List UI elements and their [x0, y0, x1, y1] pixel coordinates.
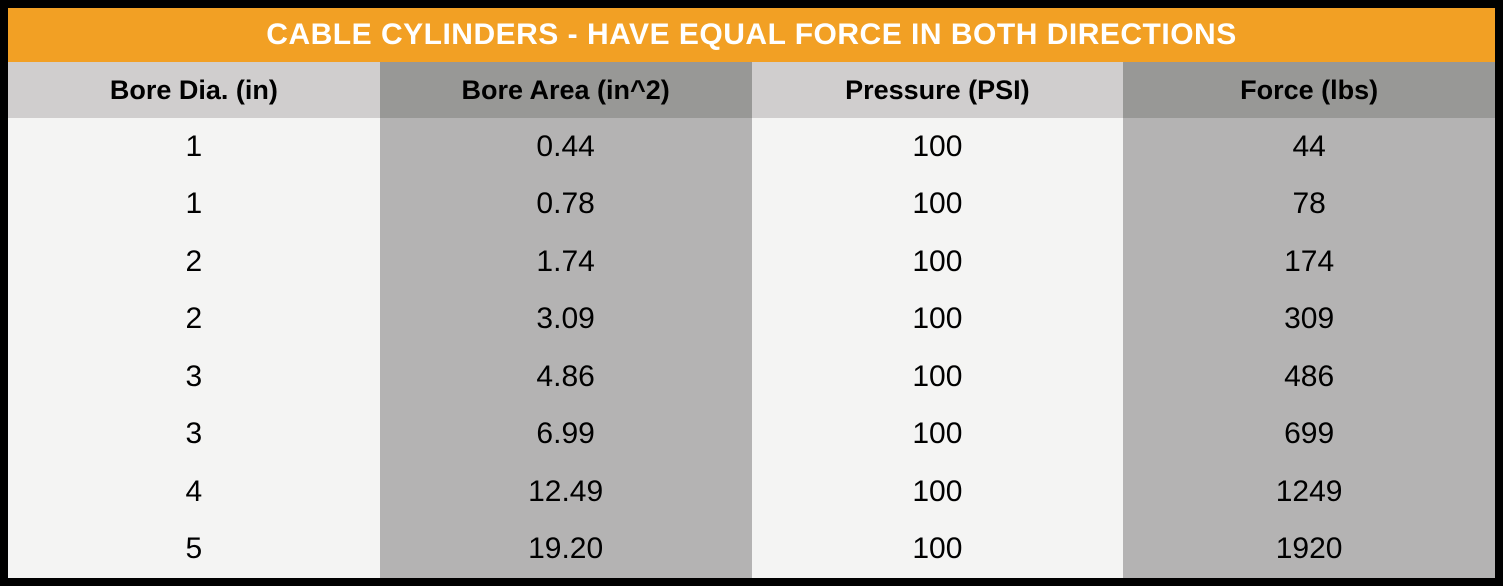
cell-bore-area: 1.74 [379, 233, 752, 291]
cell-bore-area: 6.99 [379, 405, 752, 463]
cell-force: 309 [1123, 290, 1495, 348]
data-table: Bore Dia. (in) Bore Area (in^2) Pressure… [8, 62, 1495, 578]
cell-force: 699 [1123, 405, 1495, 463]
cell-force: 486 [1123, 348, 1495, 406]
cell-force: 1249 [1123, 463, 1495, 521]
column-header-force: Force (lbs) [1123, 62, 1495, 118]
cell-bore-dia: 3 [8, 405, 380, 463]
cell-force: 44 [1123, 118, 1495, 176]
cell-bore-area: 0.44 [379, 118, 752, 176]
table-row: 1 0.44 100 44 [8, 118, 1495, 176]
cell-bore-area: 4.86 [379, 348, 752, 406]
header-row: Bore Dia. (in) Bore Area (in^2) Pressure… [8, 62, 1495, 118]
cell-bore-dia: 2 [8, 290, 380, 348]
cell-pressure: 100 [751, 348, 1124, 406]
table-title: CABLE CYLINDERS - HAVE EQUAL FORCE IN BO… [8, 8, 1495, 62]
cell-bore-dia: 4 [8, 463, 380, 521]
cell-pressure: 100 [751, 233, 1124, 291]
cell-pressure: 100 [751, 118, 1124, 176]
cell-bore-area: 12.49 [379, 463, 752, 521]
column-header-bore-dia: Bore Dia. (in) [8, 62, 380, 118]
cell-force: 174 [1123, 233, 1495, 291]
cell-bore-dia: 5 [8, 520, 380, 578]
cell-bore-dia: 1 [8, 118, 380, 176]
table-row: 1 0.78 100 78 [8, 175, 1495, 233]
cell-bore-dia: 2 [8, 233, 380, 291]
cell-pressure: 100 [751, 463, 1124, 521]
cell-bore-area: 3.09 [379, 290, 752, 348]
table-row: 2 1.74 100 174 [8, 233, 1495, 291]
cell-bore-dia: 3 [8, 348, 380, 406]
cell-bore-dia: 1 [8, 175, 380, 233]
table-row: 4 12.49 100 1249 [8, 463, 1495, 521]
cell-pressure: 100 [751, 520, 1124, 578]
cell-force: 1920 [1123, 520, 1495, 578]
cell-pressure: 100 [751, 175, 1124, 233]
cell-pressure: 100 [751, 290, 1124, 348]
column-header-bore-area: Bore Area (in^2) [379, 62, 752, 118]
table-row: 2 3.09 100 309 [8, 290, 1495, 348]
table-row: 3 6.99 100 699 [8, 405, 1495, 463]
table-row: 5 19.20 100 1920 [8, 520, 1495, 578]
table-row: 3 4.86 100 486 [8, 348, 1495, 406]
cell-bore-area: 19.20 [379, 520, 752, 578]
cell-bore-area: 0.78 [379, 175, 752, 233]
cell-pressure: 100 [751, 405, 1124, 463]
column-header-pressure: Pressure (PSI) [751, 62, 1124, 118]
cell-force: 78 [1123, 175, 1495, 233]
